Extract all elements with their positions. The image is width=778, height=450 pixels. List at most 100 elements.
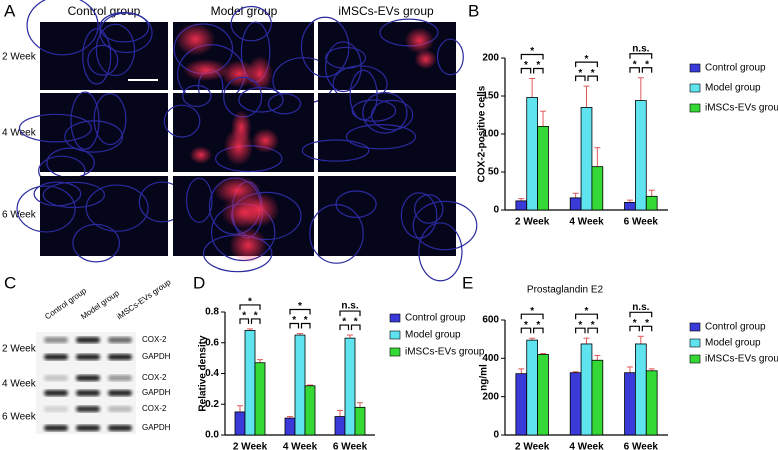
blot-band (44, 390, 68, 396)
blot-band (44, 354, 68, 360)
tissue-outline (230, 5, 272, 42)
blot-band (108, 390, 132, 396)
legend-swatch (389, 313, 401, 323)
legend-label: iMSCs-EVs group (705, 103, 778, 114)
significance-bracket (575, 75, 586, 82)
legend-label: Model group (405, 330, 461, 341)
significance-bracket (350, 324, 361, 331)
significance-label: * (530, 306, 534, 317)
legend-swatch (689, 63, 701, 73)
bar (537, 354, 549, 436)
significance-bracket (339, 310, 361, 317)
stain (246, 55, 273, 92)
significance-label: * (591, 68, 595, 79)
tissue-outline (370, 99, 414, 131)
tissue-outline (267, 93, 302, 115)
significance-label: n.s. (632, 302, 649, 313)
significance-bracket (289, 308, 311, 315)
x-tick-label: 6 Week (624, 442, 659, 450)
significance-label: * (585, 306, 589, 317)
significance-bracket (575, 327, 586, 334)
legend-swatch (689, 354, 701, 364)
y-tick-label: 100 (482, 129, 499, 140)
tissue-outline (72, 223, 121, 263)
y-tick-label: 0.0 (205, 430, 219, 441)
stain (221, 195, 267, 230)
band-label: GAPDH (142, 423, 171, 432)
y-tick-label: 600 (482, 315, 499, 326)
significance-label: * (298, 301, 302, 312)
y-tick-label: 50 (488, 167, 500, 178)
legend-label: Control group (405, 313, 466, 324)
stain (414, 49, 437, 70)
legend-swatch (689, 83, 701, 93)
significance-bracket (587, 75, 598, 82)
tissue-outline (95, 23, 136, 77)
significance-bracket (629, 67, 640, 73)
tissue-outline (301, 139, 370, 162)
stain (229, 227, 267, 264)
blot-band (108, 375, 132, 381)
tissue-outline (418, 222, 463, 282)
significance-bracket (641, 67, 653, 73)
row-label: 6 Week (2, 412, 37, 423)
bar (591, 359, 604, 436)
y-tick-label: 0.4 (205, 368, 219, 379)
significance-label: * (578, 320, 582, 331)
x-tick-label: 2 Week (233, 442, 268, 450)
blot-band (76, 406, 100, 412)
significance-bracket (239, 304, 261, 310)
blot-band (108, 406, 132, 412)
blot-band (44, 425, 68, 431)
bar (645, 195, 658, 211)
significance-label: * (530, 46, 534, 57)
significance-label: * (254, 311, 258, 322)
bar (515, 200, 528, 211)
blot-band (108, 425, 132, 431)
blot-band (108, 354, 132, 360)
significance-label: * (242, 311, 246, 322)
bar (284, 417, 296, 436)
legend-swatch (689, 103, 701, 113)
stain (175, 23, 216, 56)
blot-band (108, 337, 132, 343)
bar (334, 416, 346, 436)
significance-label: * (342, 317, 346, 328)
panel-label: D (193, 273, 205, 292)
row-label: 2 Week (2, 344, 37, 355)
legend-label: Model group (705, 83, 761, 94)
micrograph (318, 176, 456, 256)
row-label: 4 Week (2, 128, 37, 139)
bar (526, 97, 539, 211)
significance-bracket (520, 67, 532, 74)
significance-label: * (633, 318, 637, 329)
bar (580, 107, 593, 211)
bar (569, 197, 582, 211)
significance-label: * (248, 297, 252, 308)
x-tick-label: 6 Week (333, 442, 368, 450)
micrographs (16, 0, 478, 282)
stain (251, 128, 280, 154)
tissue-outline (185, 177, 213, 223)
significance-bracket (587, 327, 598, 334)
tissue-outline (82, 28, 112, 85)
significance-bracket (533, 67, 544, 74)
significance-label: * (633, 59, 637, 70)
significance-bracket (289, 322, 300, 329)
bar (234, 411, 246, 436)
blot-band (76, 375, 100, 381)
x-tick-label: 2 Week (515, 217, 550, 228)
bar (635, 343, 647, 436)
x-tick-label: 6 Week (624, 217, 659, 228)
significance-label: * (585, 54, 589, 65)
stain (189, 146, 212, 164)
y-tick-label: 0 (493, 430, 499, 441)
tissue-outline (324, 41, 362, 93)
bar (354, 406, 366, 436)
bar (526, 339, 539, 436)
tissue-outline (42, 181, 105, 209)
panel-label: A (4, 1, 16, 20)
significance-label: * (524, 320, 528, 331)
panel-label: C (4, 273, 16, 292)
